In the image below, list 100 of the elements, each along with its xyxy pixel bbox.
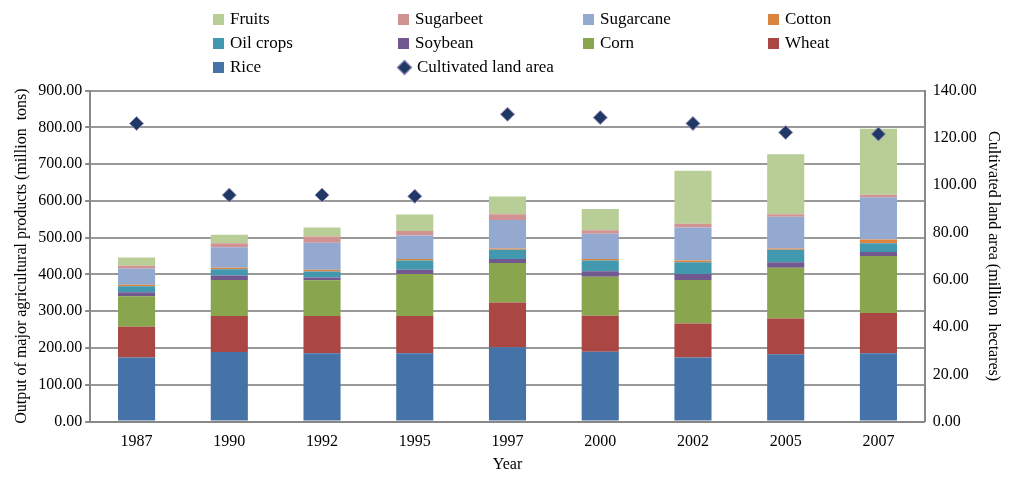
y2-tick-label: 0.00 [932,411,961,429]
y2-tick-label: 100.00 [932,175,977,193]
point [500,106,515,122]
y2-tick-label: 20.00 [932,364,969,382]
bar [581,209,619,231]
bar [674,227,712,261]
bar [767,154,805,215]
bar [859,353,897,421]
bar [859,252,897,257]
bar [767,354,805,421]
bar [859,128,897,195]
y-tick-label: 800.00 [38,117,83,135]
y2-tick-label: 40.00 [932,317,969,335]
legend-label: Soybean [415,33,474,53]
bar [674,280,712,324]
bar [488,263,527,303]
bar [767,262,805,268]
bar [674,274,712,281]
bar [210,352,248,421]
y2-axis-title: Cultivated land area (million hectares) [985,131,1004,382]
bar [396,316,434,354]
bar [210,269,248,276]
bar [581,260,619,272]
legend-label: Cotton [785,9,832,29]
bar [674,357,712,421]
y-tick-label: 700.00 [38,154,83,172]
legend-label: Rice [230,57,262,77]
bar [767,267,805,319]
bar [303,280,341,317]
bar [488,259,527,264]
legend-label: Oil crops [230,33,293,53]
bar [581,271,619,277]
legend-label: Fruits [230,9,270,29]
point [129,115,145,131]
y2-tick-label: 60.00 [932,269,969,287]
bar [118,286,156,293]
bar [581,230,619,234]
point [314,187,330,203]
y-axis-title: Output of major agricultural products (million tons) [11,88,30,424]
bar [118,268,156,285]
x-tick-label: 2000 [584,432,617,450]
legend-label: Sugarcane [600,9,671,29]
point [685,115,701,131]
x-tick-label: 2005 [769,432,802,450]
bar [674,170,712,224]
bar [396,269,434,275]
bar [488,214,527,221]
bar [488,196,527,215]
bar [118,296,156,327]
y-tick-label: 600.00 [38,191,83,209]
bar [859,243,897,253]
bar [210,234,248,244]
x-tick-label: 2007 [862,432,895,450]
point [778,124,794,140]
bar [581,351,619,421]
bar [859,256,897,314]
bar [118,292,156,297]
bar [767,216,805,249]
bar [488,220,527,249]
legend-label: Wheat [785,33,830,53]
bar [210,275,248,281]
bar [118,357,156,421]
y-tick-label: 300.00 [38,301,83,319]
bar [210,316,248,353]
bar [396,260,434,270]
bar [488,302,527,348]
bar [303,227,341,237]
x-tick-label: 1987 [120,432,153,450]
bar [767,318,805,355]
x-tick-label: 1997 [491,432,524,450]
bar [396,353,434,421]
y2-tick-label: 80.00 [932,222,969,240]
x-tick-label: 1992 [306,432,339,450]
y-tick-label: 400.00 [38,264,83,282]
y-tick-label: 500.00 [38,227,83,245]
bar [859,313,897,354]
bar [488,249,527,260]
bar [210,243,248,248]
legend-label: Sugarbeet [415,9,483,29]
bar [396,231,434,236]
bar [674,262,712,275]
legend-label: Corn [600,33,634,53]
legend-label: Cultivated land area [417,57,554,77]
x-tick-label: 1995 [398,432,431,450]
bar [581,233,619,260]
bar [488,347,527,421]
bar [210,247,248,268]
point [407,188,423,204]
y-tick-label: 200.00 [38,338,83,356]
y2-tick-label: 120.00 [932,128,977,146]
bar [859,197,897,240]
bar [303,236,341,243]
x-tick-label: 2002 [676,432,709,450]
bar [118,326,156,358]
bar [581,315,619,352]
bar [396,235,434,260]
bar [303,353,341,421]
bar [767,214,805,217]
bar [118,257,156,266]
bar [303,277,341,281]
